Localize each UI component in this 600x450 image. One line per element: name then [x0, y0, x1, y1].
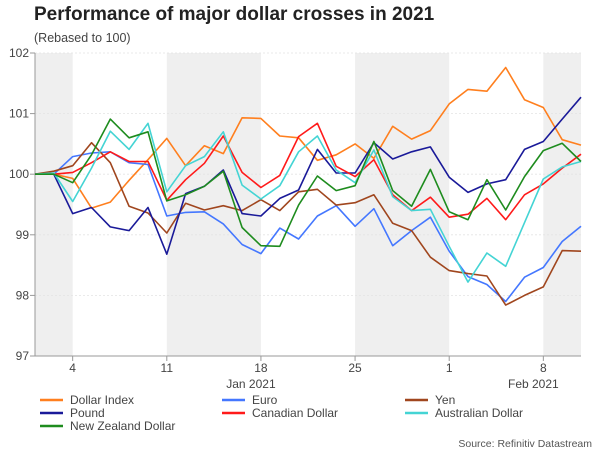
x-tick-label: 8	[540, 361, 547, 375]
x-tick-label: 18	[254, 361, 268, 375]
x-tick-label: 11	[161, 361, 174, 375]
series-line-euro	[35, 151, 582, 303]
chart-title: Performance of major dollar crosses in 2…	[34, 4, 435, 25]
y-tick-label: 98	[16, 288, 30, 302]
x-tick-label: 25	[348, 361, 362, 375]
series-line-canadian-dollar	[35, 122, 582, 221]
y-tick-label: 102	[9, 46, 29, 60]
x-tick-label: 4	[69, 361, 76, 375]
month-label: Feb 2021	[508, 377, 559, 391]
legend-label: Euro	[252, 393, 278, 407]
series-line-dollar-index	[35, 66, 582, 209]
legend-label: Dollar Index	[70, 393, 134, 407]
chart-subtitle: (Rebased to 100)	[34, 31, 131, 45]
legend-label: Yen	[435, 393, 455, 407]
legend-label: Australian Dollar	[435, 406, 523, 420]
series-line-pound	[35, 96, 582, 255]
weekend-band	[35, 53, 73, 356]
weekend-band	[166, 53, 261, 356]
x-tick-label: 1	[446, 361, 453, 375]
legend-label: Pound	[70, 406, 105, 420]
y-tick-label: 101	[9, 107, 29, 121]
source-note: Source: Refinitiv Datastream	[458, 438, 592, 450]
legend-label: New Zealand Dollar	[70, 419, 175, 433]
weekend-band	[543, 53, 581, 356]
series-line-australian-dollar	[34, 122, 582, 283]
y-tick-label: 100	[9, 167, 29, 181]
y-tick-label: 97	[16, 349, 30, 363]
y-tick-label: 99	[16, 228, 30, 242]
series-line-yen	[34, 141, 582, 306]
month-label: Jan 2021	[226, 377, 276, 391]
series-line-new-zealand-dollar	[35, 118, 582, 248]
legend-label: Canadian Dollar	[252, 406, 338, 420]
